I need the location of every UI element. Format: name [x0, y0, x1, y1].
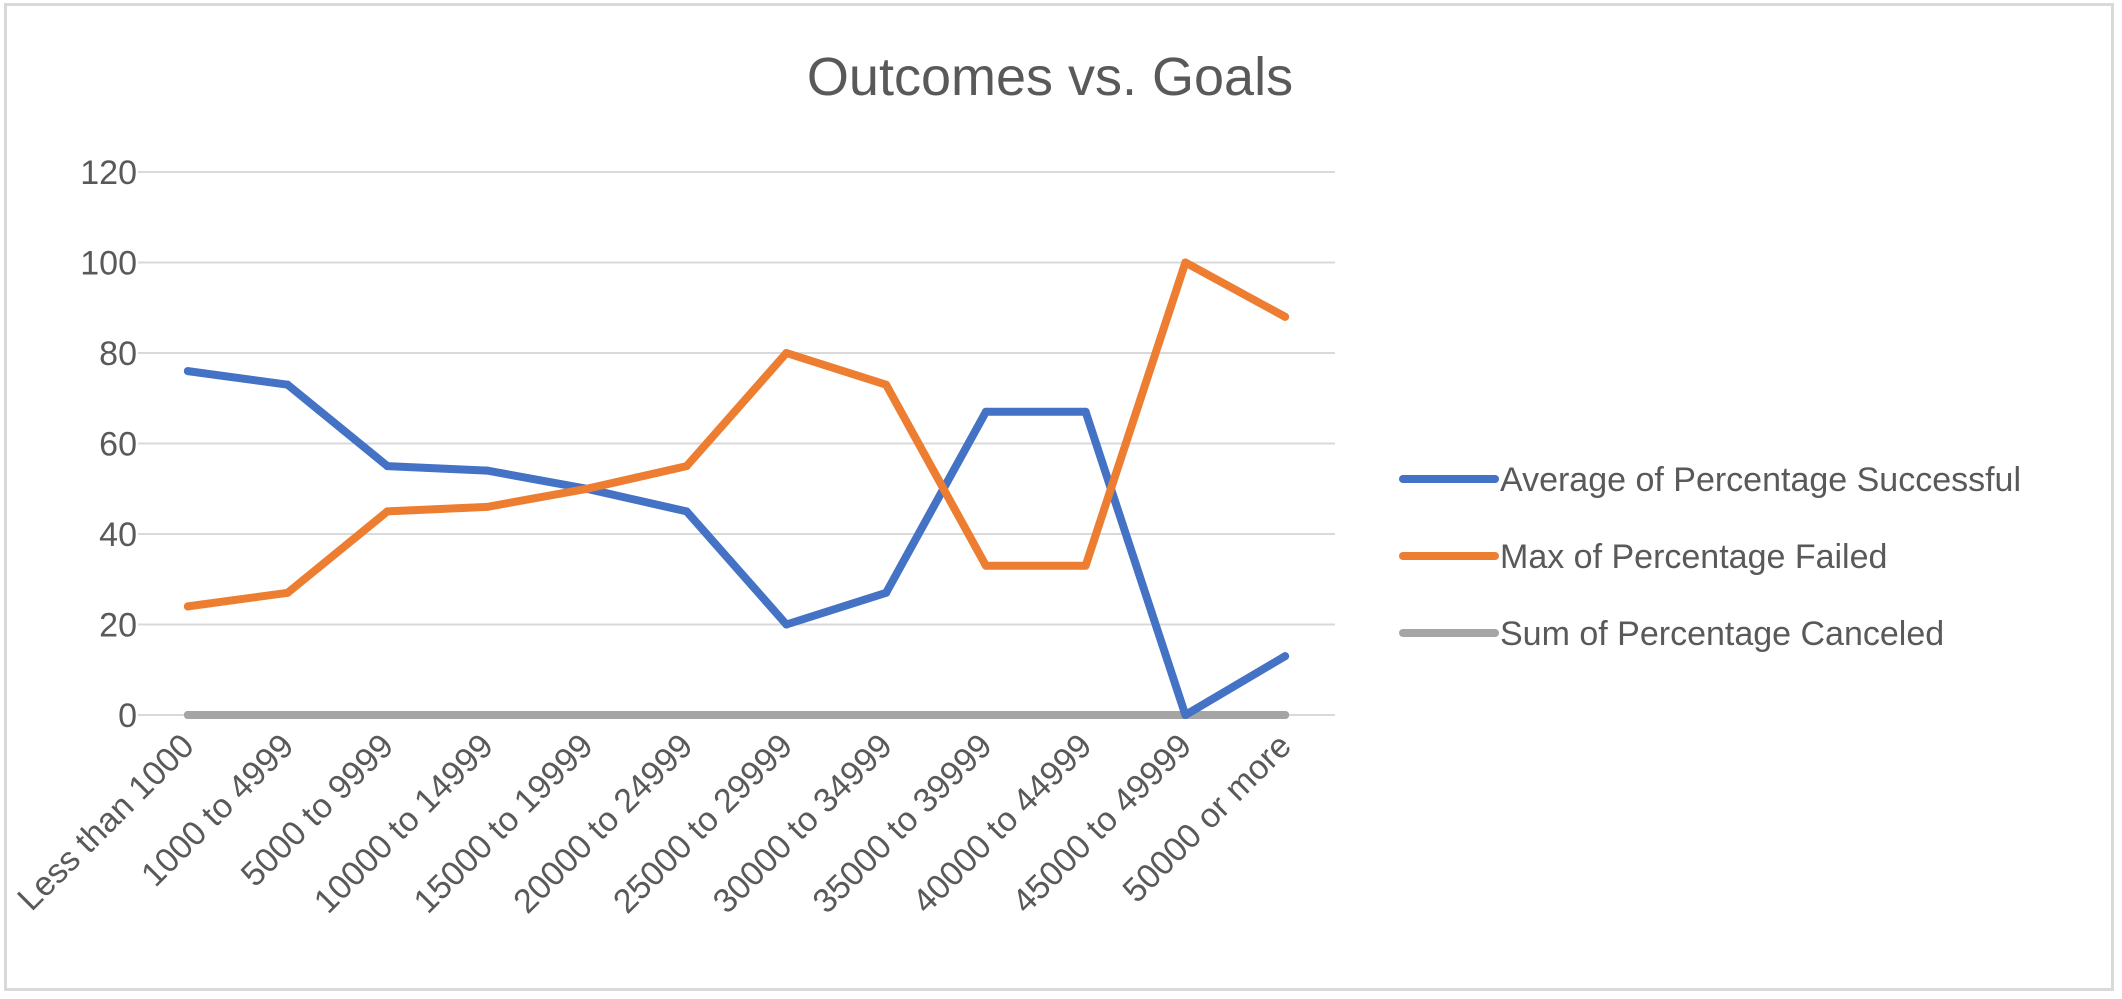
y-tick-label: 60	[99, 426, 137, 464]
legend-item[interactable]: Average of Percentage Successful	[1399, 461, 2021, 499]
data-point	[183, 711, 192, 719]
legend-label: Sum of Percentage Canceled	[1500, 615, 1944, 653]
x-tick-label: 35000 to 39999	[806, 727, 1000, 921]
x-tick-label: 20000 to 24999	[506, 727, 700, 921]
data-point	[183, 602, 192, 611]
y-tick-label: 80	[99, 335, 137, 373]
x-tick-label: 50000 or more	[1116, 727, 1299, 910]
series-1	[183, 258, 1290, 611]
data-point	[383, 711, 392, 719]
data-point	[981, 561, 990, 570]
data-point	[1181, 711, 1190, 719]
data-point	[882, 588, 891, 597]
data-point	[981, 711, 990, 719]
chart-title: Outcomes vs. Goals	[807, 47, 1293, 107]
data-point	[582, 711, 591, 719]
data-point	[283, 711, 292, 719]
x-tick-label: 45000 to 49999	[1005, 727, 1199, 921]
x-tick-label: Less than 1000	[10, 727, 201, 918]
y-tick-label: 100	[80, 245, 137, 283]
data-point	[1081, 711, 1090, 719]
x-tick-label: 40000 to 44999	[905, 727, 1099, 921]
series-line	[183, 258, 1290, 611]
data-point	[1181, 258, 1190, 267]
data-point	[1081, 561, 1090, 570]
data-point	[782, 711, 791, 719]
y-tick-label: 20	[99, 607, 137, 645]
data-point	[981, 407, 990, 416]
data-point	[1281, 711, 1290, 719]
x-tick-label: 10000 to 14999	[307, 727, 501, 921]
x-tick-label: 25000 to 29999	[606, 727, 800, 921]
data-point	[1281, 652, 1290, 661]
legend-label: Average of Percentage Successful	[1500, 461, 2021, 499]
y-axis-tick-labels: 0 20 40 60 80 100 120	[80, 154, 137, 735]
legend[interactable]: Average of Percentage Successful Max of P…	[1399, 461, 2021, 653]
data-point	[183, 367, 192, 376]
data-point	[682, 507, 691, 516]
data-point	[782, 349, 791, 357]
series-2	[183, 711, 1290, 719]
y-tick-label: 120	[80, 154, 137, 192]
series-line	[183, 367, 1290, 719]
legend-label: Max of Percentage Failed	[1500, 538, 1887, 576]
data-point	[682, 462, 691, 471]
data-point	[882, 711, 891, 719]
data-point	[582, 484, 591, 493]
data-point	[283, 380, 292, 389]
legend-item[interactable]: Sum of Percentage Canceled	[1399, 615, 1944, 653]
y-tick-label: 40	[99, 516, 137, 554]
data-point	[1281, 312, 1290, 321]
y-tick-label: 0	[118, 697, 137, 735]
data-point	[483, 711, 492, 719]
data-point	[383, 462, 392, 471]
data-point	[882, 380, 891, 389]
data-point	[782, 620, 791, 629]
chart-frame	[4, 3, 2114, 991]
data-point	[682, 711, 691, 719]
data-point	[483, 502, 492, 511]
legend-item[interactable]: Max of Percentage Failed	[1399, 538, 1887, 576]
data-point	[483, 466, 492, 475]
x-tick-label: 30000 to 34999	[706, 727, 900, 921]
data-point	[1081, 407, 1090, 416]
data-point	[283, 588, 292, 597]
series-lines	[183, 258, 1290, 719]
data-point	[383, 507, 392, 516]
x-tick-label: 15000 to 19999	[407, 727, 601, 921]
